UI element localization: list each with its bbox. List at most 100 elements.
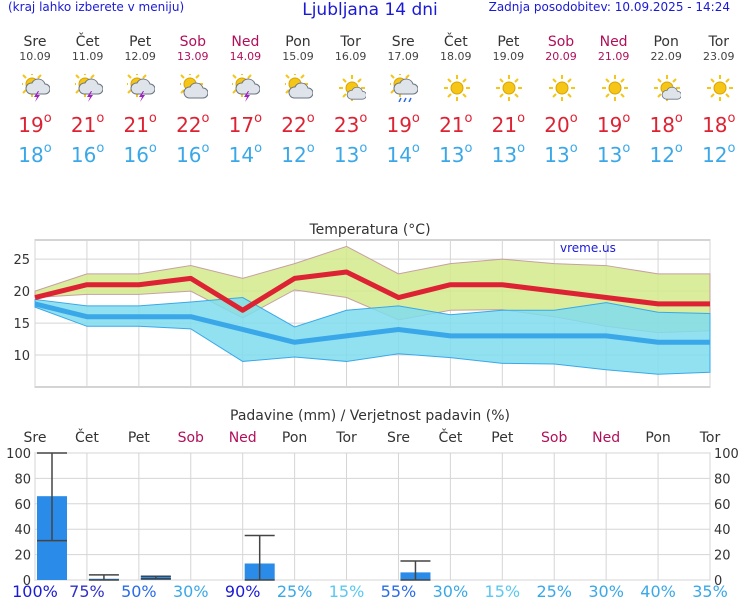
temp-chart-title: Temperatura (°C)	[308, 222, 430, 238]
x-tick-label: Sre	[387, 430, 410, 446]
precip-probability: 30%	[588, 582, 624, 600]
sun-icon	[706, 74, 734, 102]
y-tick-label: 15	[13, 317, 30, 332]
rain-plot-area	[34, 452, 711, 581]
menu-hint[interactable]: (kraj lahko izberete v meniju)	[8, 0, 185, 14]
max-temp: 20o	[544, 111, 578, 137]
y-tick-label-left: 40	[14, 523, 31, 538]
sun-icon	[548, 74, 576, 102]
sun-icon	[443, 74, 471, 102]
min-temp: 13o	[439, 141, 473, 167]
y-tick-label-right: 40	[714, 523, 731, 538]
min-temp: 16o	[176, 141, 210, 167]
day-name: Sre	[23, 34, 47, 50]
y-tick-label-right: 80	[714, 472, 731, 487]
temperature-chart: 10 15 20 25 Temperatura (°C) vreme.us	[13, 222, 711, 388]
day-date: 12.09	[124, 50, 156, 63]
sun-icon	[601, 74, 629, 102]
y-tick-label-left: 80	[14, 472, 31, 487]
x-tick-label: Pon	[645, 430, 670, 446]
precip-probability: 15%	[485, 582, 521, 600]
sun-cloud-lightning-icon	[71, 71, 104, 102]
max-temp: 22o	[176, 111, 210, 137]
x-tick-label: Tor	[699, 430, 721, 446]
max-temp: 21o	[491, 111, 526, 137]
sun-cloud-icon	[176, 71, 209, 102]
max-temp: 19o	[596, 111, 631, 137]
precip-probability: 15%	[329, 582, 365, 600]
day-date: 17.09	[387, 50, 419, 63]
precip-probability: 30%	[433, 582, 469, 600]
day-date: 20.09	[545, 50, 577, 63]
x-tick-label: Pet	[128, 430, 151, 446]
max-temp: 18o	[649, 111, 683, 137]
day-name: Čet	[75, 34, 100, 50]
sun-cloud-rain-icon	[387, 71, 419, 103]
min-temp: 13o	[596, 141, 631, 167]
day-name: Tor	[340, 34, 361, 50]
x-tick-label: Pon	[282, 430, 307, 446]
precipitation-chart: Padavine (mm) / Verjetnost padavin (%) Sr…	[6, 408, 739, 600]
y-tick-label-left: 0	[23, 574, 31, 589]
day-date: 22.09	[650, 50, 682, 63]
day-name: Ned	[231, 34, 260, 50]
day-name: Sre	[391, 34, 415, 50]
min-temp: 14o	[228, 141, 263, 167]
max-temp: 21o	[70, 111, 105, 137]
precip-probability: 100%	[12, 582, 58, 600]
precip-probability: 50%	[121, 582, 157, 600]
day-date: 16.09	[334, 50, 367, 63]
y-tick-label-right: 60	[714, 498, 731, 513]
y-tick-label: 10	[13, 349, 30, 364]
day-name: Tor	[708, 34, 730, 50]
x-tick-label: Sre	[24, 430, 47, 446]
x-tick-label: Ned	[592, 430, 620, 446]
min-temp: 13o	[333, 141, 368, 167]
min-temp: 12o	[281, 141, 315, 167]
rain-chart-title: Padavine (mm) / Verjetnost padavin (%)	[230, 408, 510, 424]
min-temp: 13o	[491, 141, 526, 167]
watermark: vreme.us	[560, 241, 616, 255]
day-date: 23.09	[703, 50, 735, 63]
day-date: 19.09	[492, 50, 525, 63]
sun-small-cloud-icon	[653, 74, 682, 102]
x-tick-label: Ned	[229, 430, 257, 446]
last-update: Zadnja posodobitev: 10.09.2025 - 14:24	[488, 0, 730, 14]
min-temp: 13o	[544, 141, 578, 167]
max-temp: 18o	[702, 111, 736, 137]
precip-probability: 30%	[173, 582, 209, 600]
x-tick-label: Sob	[541, 430, 567, 446]
y-tick-label: 20	[13, 285, 30, 300]
precip-probability: 25%	[277, 582, 313, 600]
max-temp: 21o	[123, 111, 157, 137]
precip-probability: 55%	[381, 582, 417, 600]
min-temp: 18o	[18, 141, 52, 167]
sun-icon	[495, 74, 523, 102]
precip-probability: 35%	[692, 582, 728, 600]
day-date: 21.09	[597, 50, 630, 63]
y-tick-label: 25	[13, 253, 30, 268]
day-name: Čet	[443, 34, 468, 50]
day-name: Pet	[129, 34, 152, 50]
day-name: Sob	[547, 34, 575, 50]
max-temp: 22o	[281, 111, 315, 137]
min-temp-line	[34, 301, 710, 345]
precip-probability: 25%	[536, 582, 572, 600]
y-tick-label-right: 0	[714, 574, 722, 589]
y-tick-label-left: 100	[6, 447, 31, 462]
precip-probability: 75%	[69, 582, 105, 600]
max-temp: 19o	[18, 111, 52, 137]
day-name: Pon	[653, 34, 679, 50]
precip-probability: 40%	[640, 582, 676, 600]
day-date: 18.09	[440, 50, 472, 63]
min-temp-band	[34, 297, 711, 375]
day-date: 11.09	[71, 50, 104, 63]
min-temp: 16o	[123, 141, 157, 167]
day-name: Pon	[285, 34, 311, 50]
x-tick-label: Čet	[438, 428, 462, 446]
day-date: 15.09	[282, 50, 314, 63]
page-title: Ljubljana 14 dni	[302, 0, 438, 20]
min-temp: 16o	[70, 141, 105, 167]
y-tick-label-left: 20	[14, 549, 31, 564]
max-temp: 23o	[333, 111, 368, 137]
